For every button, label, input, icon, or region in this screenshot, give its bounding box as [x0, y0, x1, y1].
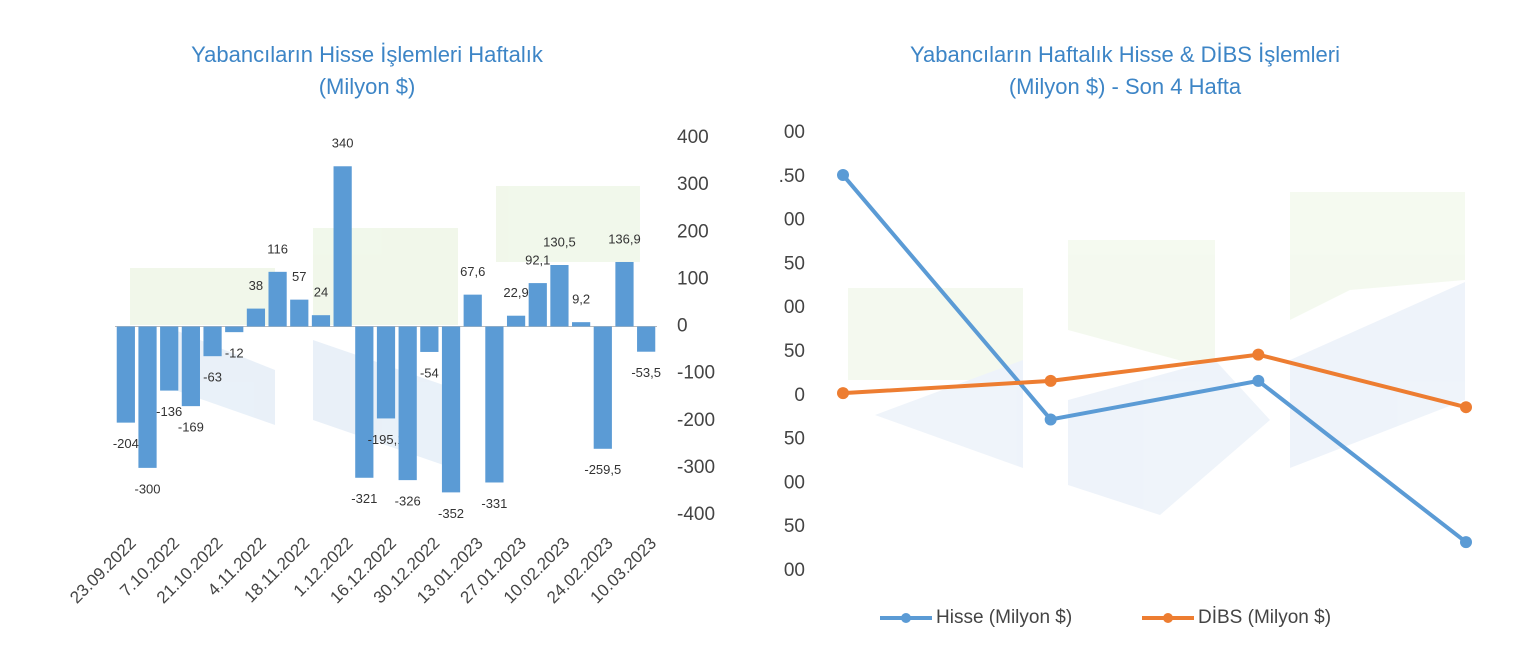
y-tick-label: .50	[779, 166, 805, 187]
bar	[376, 326, 396, 419]
value-label: -300	[135, 481, 161, 496]
y-tick-label: 50	[784, 429, 805, 450]
bar	[441, 326, 461, 493]
bar	[116, 326, 135, 423]
y-tick-label: 00	[784, 472, 805, 493]
y-tick-label: -300	[677, 457, 715, 478]
value-label: -326	[395, 494, 421, 509]
y-tick-label: -400	[677, 504, 715, 525]
legend-marker	[1163, 613, 1173, 623]
value-label: -204	[113, 436, 139, 451]
y-tick-label: 200	[677, 221, 709, 242]
y-tick-label: 50	[784, 516, 805, 537]
bar	[550, 265, 569, 327]
y-tick-label: 300	[677, 174, 709, 195]
legend-marker	[901, 613, 911, 623]
bar	[528, 283, 547, 327]
y-tick-label: -100	[677, 363, 715, 384]
value-label: -54	[420, 365, 439, 380]
series-line	[841, 173, 1468, 544]
bar	[225, 326, 244, 333]
chart-title: Yabancıların Haftalık Hisse & DİBS İşlem…	[910, 42, 1340, 67]
y-tick-label: 0	[794, 385, 805, 406]
value-label: -136	[156, 404, 182, 419]
bar	[138, 326, 157, 468]
point	[1460, 401, 1472, 414]
value-label: -352	[438, 506, 464, 521]
point	[1044, 413, 1057, 426]
bar	[572, 322, 591, 327]
value-label: 130,5	[543, 234, 576, 249]
point	[1044, 374, 1057, 387]
bar	[268, 271, 287, 327]
point	[837, 387, 849, 400]
bar	[463, 294, 482, 327]
y-tick-label: 100	[677, 268, 709, 289]
y-tick-label: 0	[677, 316, 688, 337]
point	[1252, 348, 1265, 361]
value-label: -331	[481, 496, 507, 511]
bar	[637, 326, 656, 352]
value-label: 92,1	[525, 253, 550, 268]
y-tick-label: 50	[784, 341, 805, 362]
bar	[290, 299, 309, 327]
value-label: -195,1	[368, 432, 405, 447]
value-label: -63	[203, 370, 222, 385]
point	[1252, 374, 1265, 387]
y-tick-label: 00	[784, 122, 805, 143]
y-tick-label: 50	[784, 253, 805, 274]
chart-title: (Milyon $) - Son 4 Hafta	[1009, 74, 1242, 99]
value-label: 116	[267, 241, 288, 256]
point	[837, 169, 849, 182]
bar	[333, 166, 352, 327]
series-line	[842, 352, 1467, 410]
bar	[506, 315, 526, 327]
y-tick-label: 00	[784, 297, 805, 318]
bar	[398, 326, 417, 481]
value-label: 340	[332, 136, 354, 151]
y-tick-label: 00	[784, 560, 805, 581]
value-label: -12	[225, 346, 244, 361]
bar	[203, 326, 222, 357]
bar	[311, 315, 331, 327]
value-label: -321	[351, 491, 377, 506]
bar	[355, 326, 374, 478]
legend-label: DİBS (Milyon $)	[1198, 607, 1331, 628]
y-tick-label: -200	[677, 410, 715, 431]
value-label: 67,6	[460, 264, 485, 279]
bar	[246, 308, 266, 327]
y-tick-label: 00	[784, 210, 805, 231]
chart-title: Yabancıların Hisse İşlemleri Haftalık	[191, 42, 544, 67]
bar	[593, 326, 612, 449]
legend-label: Hisse (Milyon $)	[936, 607, 1072, 628]
value-label: 57	[292, 269, 306, 284]
y-tick-label: 400	[677, 127, 709, 148]
value-label: 24	[314, 285, 328, 300]
bar	[485, 326, 504, 483]
bar	[181, 326, 200, 407]
chart-title: (Milyon $)	[319, 74, 416, 99]
bar	[615, 261, 634, 327]
value-label: 38	[249, 278, 263, 293]
value-label: 22,9	[503, 285, 528, 300]
bar	[420, 326, 439, 352]
value-label: 9,2	[572, 292, 590, 307]
value-label: 136,9	[608, 231, 641, 246]
value-label: -169	[178, 420, 204, 435]
bar	[160, 326, 179, 391]
point	[1460, 536, 1472, 549]
value-label: -259,5	[584, 462, 621, 477]
value-label: -53,5	[631, 365, 661, 380]
